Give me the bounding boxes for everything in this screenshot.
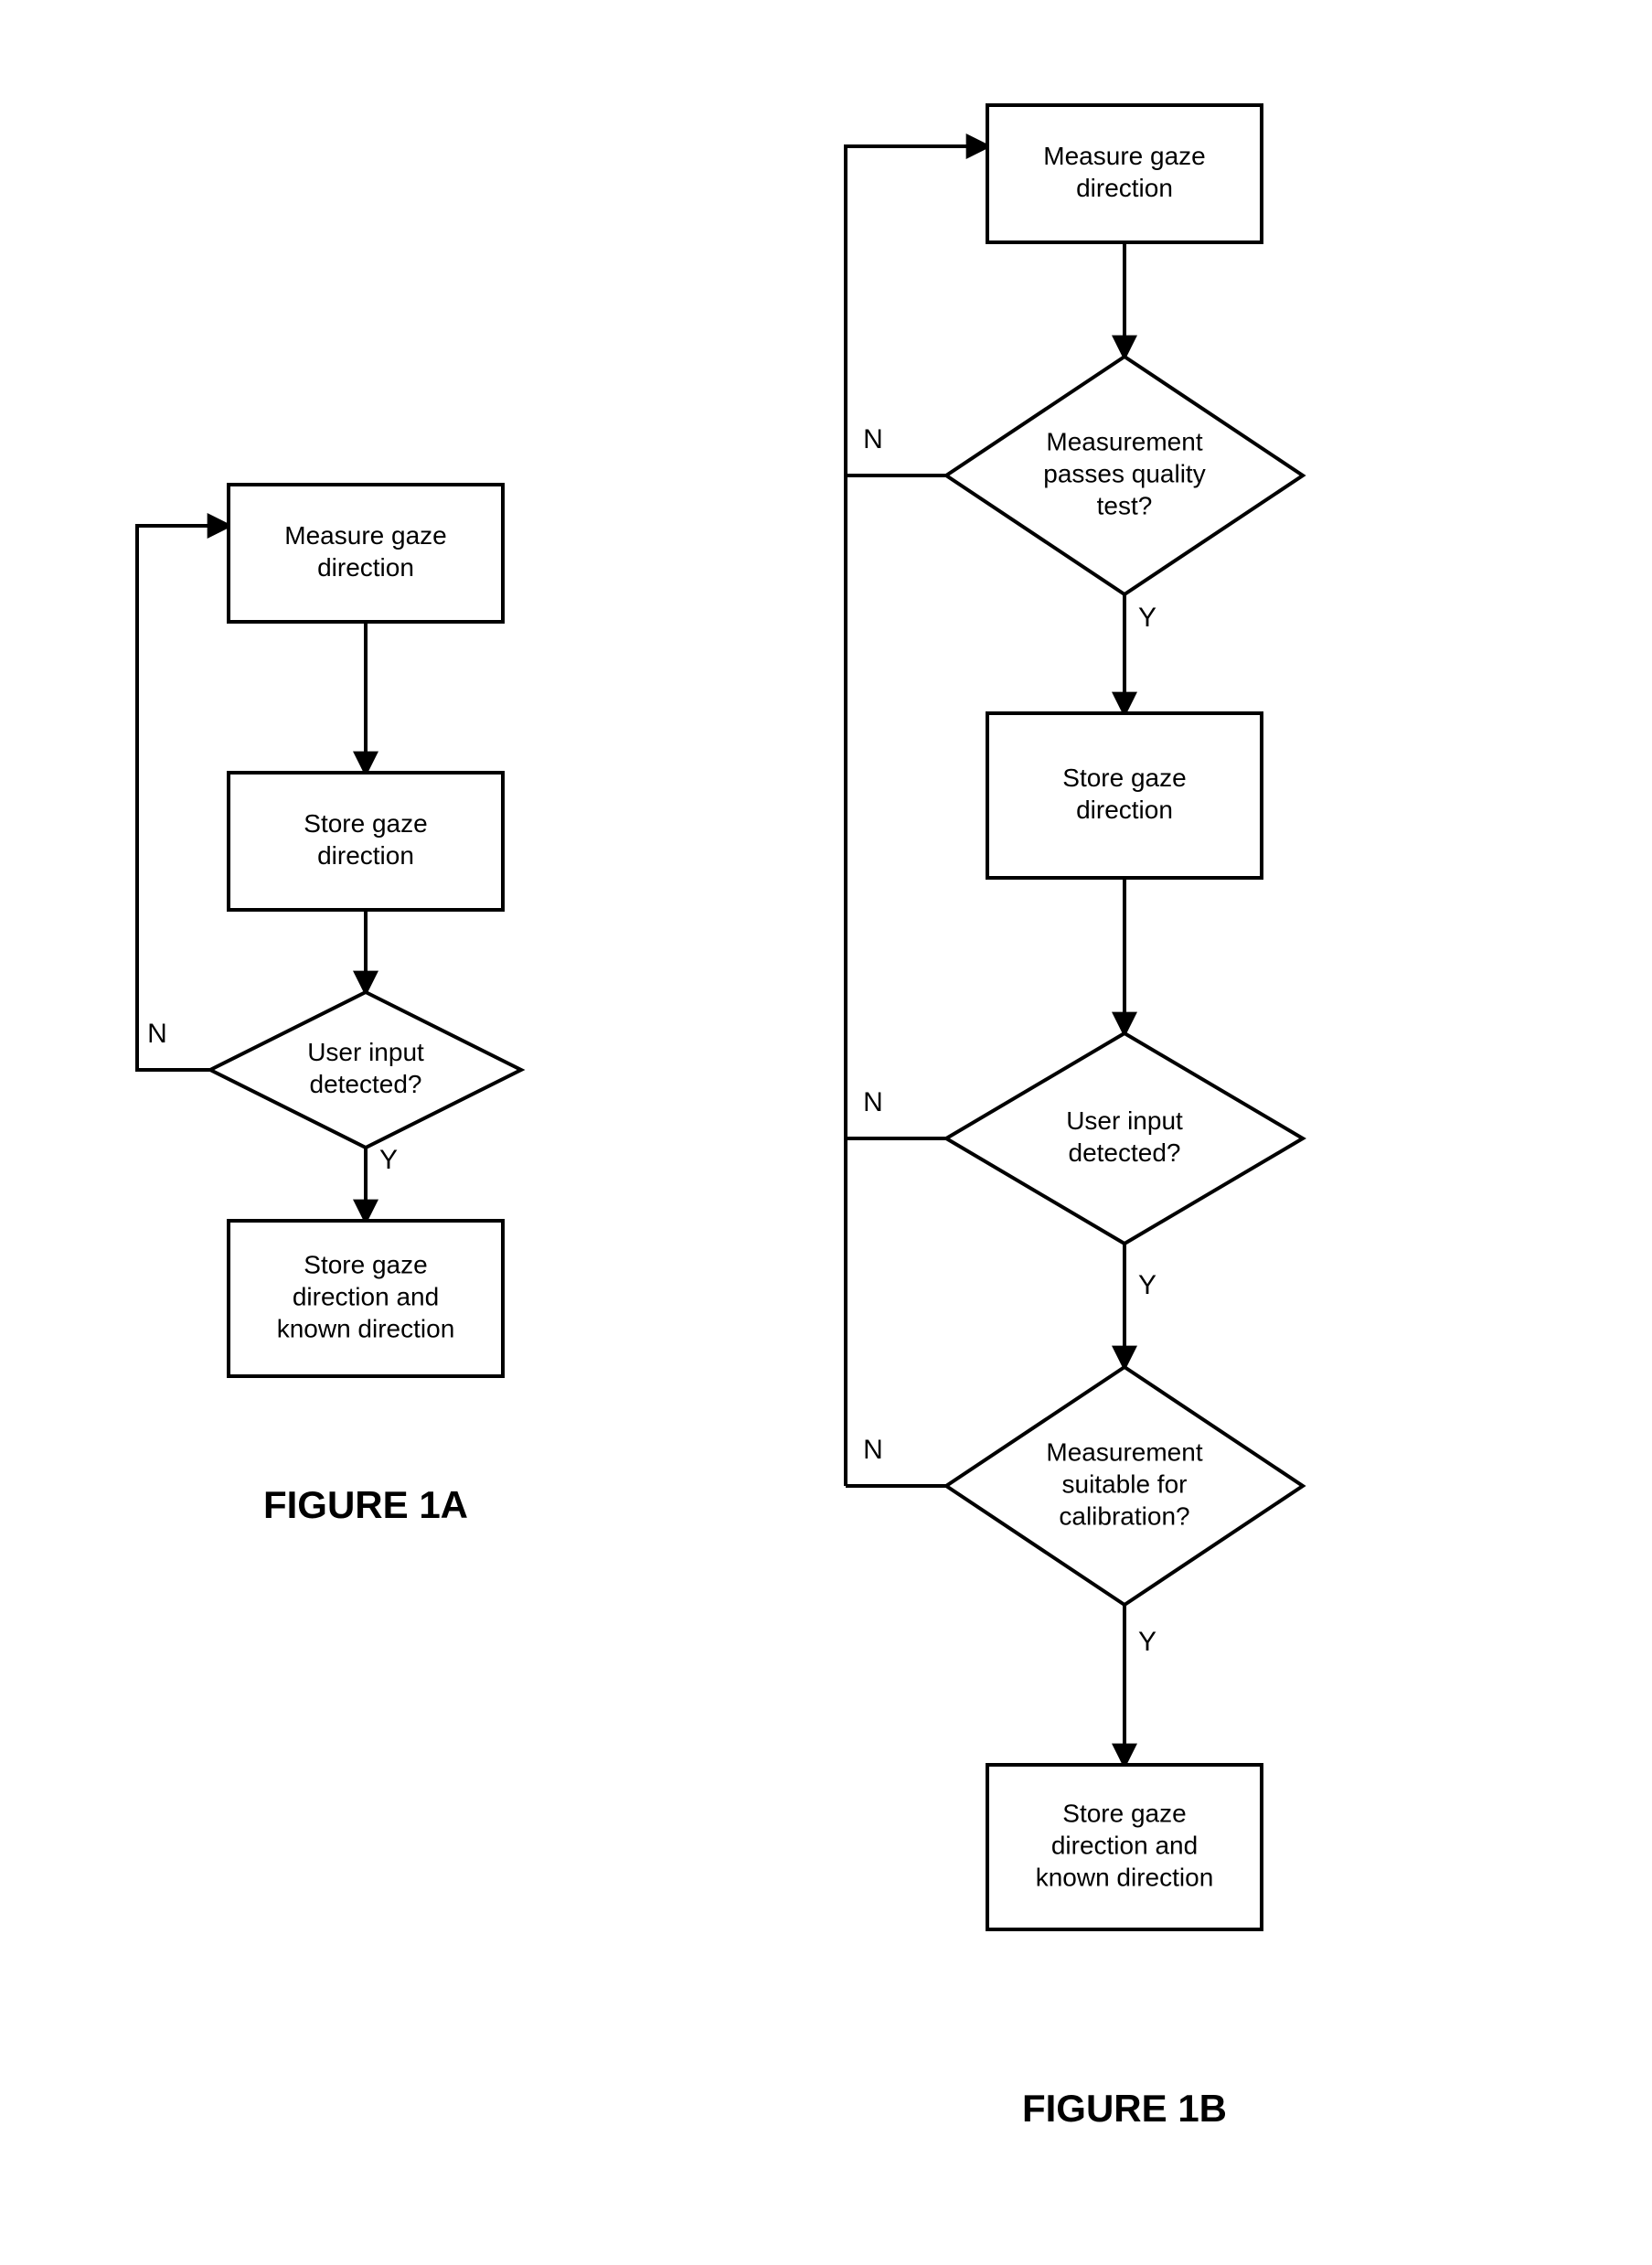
node-label: calibration? <box>1059 1501 1189 1530</box>
node-label: suitable for <box>1062 1469 1188 1498</box>
edge-label: Y <box>1138 1627 1156 1657</box>
node-label: direction and <box>293 1282 439 1310</box>
edge-label: Y <box>1138 1270 1156 1300</box>
edge-label: N <box>863 1087 883 1117</box>
node-label: known direction <box>1036 1863 1214 1891</box>
figure-caption: FIGURE 1B <box>1022 2087 1227 2130</box>
flow-process-b6: Store gaze direction and known direction <box>987 1765 1262 1929</box>
edge-label: N <box>863 1435 883 1465</box>
edge-label: Y <box>379 1145 398 1175</box>
flowchart-canvas: Y N Measure gaze direction Store gaze directi… <box>0 0 1652 2265</box>
node-label: Store gaze <box>304 809 427 838</box>
node-label: direction <box>317 841 414 870</box>
flow-process-b3: Store gaze direction <box>987 713 1262 878</box>
flow-decision-b2: Measurement passes quality test? <box>946 357 1303 594</box>
flow-process-a2: Store gaze direction <box>229 773 503 910</box>
flow-process-a1: Measure gaze direction <box>229 485 503 622</box>
node-label: direction <box>1076 796 1173 824</box>
node-label: User input <box>1066 1106 1183 1135</box>
node-label: direction and <box>1051 1831 1198 1859</box>
node-label: Measure gaze <box>284 521 446 550</box>
node-label: Store gaze <box>1062 1799 1186 1827</box>
flow-process-b1: Measure gaze direction <box>987 105 1262 242</box>
flow-process-a4: Store gaze direction and known direction <box>229 1221 503 1376</box>
node-label: Measurement <box>1046 427 1202 455</box>
node-label: Measurement <box>1046 1437 1202 1466</box>
flow-decision-b4: User input detected? <box>946 1033 1303 1244</box>
edge-label: N <box>147 1019 167 1049</box>
flow-decision-a3: User input detected? <box>210 992 521 1148</box>
node-label: detected? <box>1069 1138 1181 1167</box>
node-label: test? <box>1097 491 1153 519</box>
flow-decision-b5: Measurement suitable for calibration? <box>946 1367 1303 1605</box>
node-label: direction <box>1076 174 1173 202</box>
figure-caption: FIGURE 1A <box>263 1483 468 1526</box>
flow-edge <box>137 526 229 1070</box>
node-label: Store gaze <box>1062 764 1186 792</box>
node-label: Store gaze <box>304 1250 427 1278</box>
node-label: direction <box>317 553 414 582</box>
edge-label: N <box>863 424 883 454</box>
node-label: Measure gaze <box>1043 142 1205 170</box>
node-label: User input <box>307 1038 424 1066</box>
node-label: passes quality <box>1043 459 1205 487</box>
node-label: known direction <box>277 1314 455 1342</box>
edge-label: Y <box>1138 603 1156 633</box>
node-label: detected? <box>310 1070 422 1098</box>
